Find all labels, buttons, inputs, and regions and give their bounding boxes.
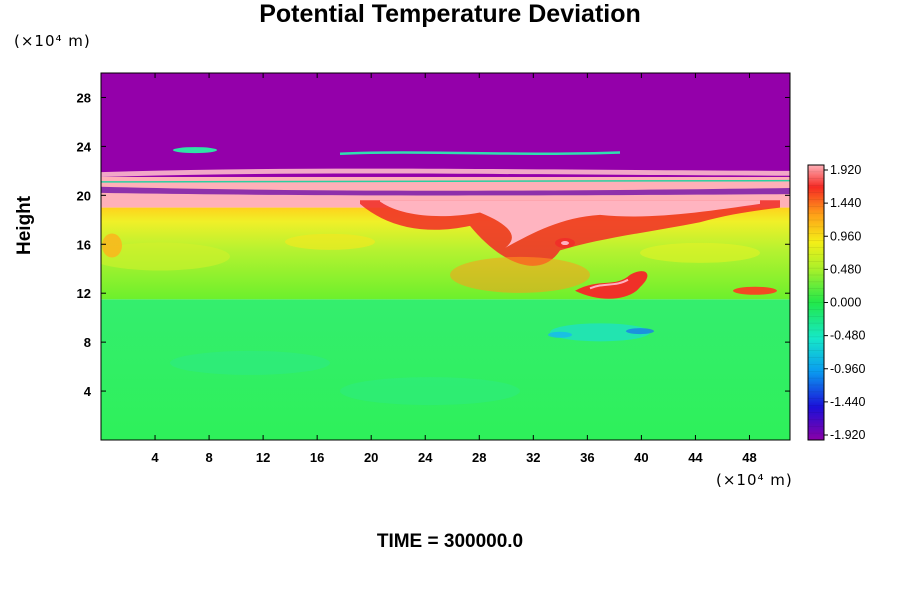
field-structure-2 [101, 179, 790, 183]
y-tick-label: 12 [77, 286, 91, 301]
field-structure-1 [101, 186, 790, 196]
field-structure-16 [640, 242, 760, 263]
field-structure-0 [101, 168, 790, 177]
x-tick-label: 48 [742, 450, 756, 465]
colorbar-tick-label: 1.920 [830, 163, 861, 177]
time-footer: TIME = 300000.0 [376, 531, 524, 552]
field-structure-19 [548, 331, 572, 338]
field-structure-8 [589, 278, 629, 290]
field-structure-21 [340, 377, 520, 406]
plot-frame [100, 72, 791, 441]
y-tick-label: 4 [84, 384, 92, 399]
x-tick-label: 32 [526, 450, 540, 465]
x-tick-label: 24 [418, 450, 433, 465]
plot-area [101, 73, 790, 440]
x-tick-label: 44 [688, 450, 703, 465]
x-tick-label: 20 [364, 450, 378, 465]
x-tick-label: 12 [256, 450, 270, 465]
field-structure-17 [550, 323, 650, 342]
x-tick-label: 28 [472, 450, 486, 465]
chart-title: Potential Temperature Deviation [259, 0, 641, 28]
field-structure-11 [733, 286, 777, 295]
colorbar-tick-label: -0.960 [830, 362, 865, 376]
region-band-0 [101, 299, 790, 440]
x-tick-label: 8 [205, 450, 212, 465]
field-structure-10 [561, 241, 569, 246]
field-structure-5 [360, 200, 780, 266]
field-structure-14 [101, 242, 230, 271]
field-structure-20 [170, 350, 330, 375]
y-unit-label: (×10⁴ m) [14, 32, 91, 50]
colorbar-tick-label: -0.480 [830, 329, 865, 343]
y-tick-label: 16 [77, 237, 91, 252]
x-tick-label: 40 [634, 450, 648, 465]
y-tick-label: 28 [77, 90, 91, 105]
y-tick-label: 24 [77, 139, 92, 154]
field-structure-4 [173, 147, 217, 154]
x-tick-label: 16 [310, 450, 324, 465]
colorbar: 1.920 1.440 0.960 0.480 0.000 -0.480 -0.960 -1.… [807, 163, 865, 442]
colorbar-tick-label: 0.000 [830, 296, 861, 310]
colorbar-tick-label: 0.480 [830, 262, 861, 276]
colorbar-tick-label: -1.440 [830, 395, 865, 409]
colorbar-tick-label: 0.960 [830, 229, 861, 243]
field-structure-13 [285, 233, 375, 250]
region-band-3 [101, 73, 790, 177]
field-structure-6 [380, 200, 760, 248]
x-tick-label: 36 [580, 450, 594, 465]
x-unit-label: (×10⁴ m) [716, 471, 793, 489]
x-tick-label: 4 [151, 450, 159, 465]
colorbar-tick-label: -1.920 [830, 428, 865, 442]
y-tick-label: 8 [84, 335, 91, 350]
field-structure-3 [339, 151, 621, 155]
field-structure-18 [626, 328, 654, 335]
field-structure-12 [450, 256, 590, 293]
y-tick-label: 20 [77, 188, 91, 203]
colorbar-tick-label: 1.440 [830, 196, 861, 210]
field-structure-15 [102, 233, 122, 258]
